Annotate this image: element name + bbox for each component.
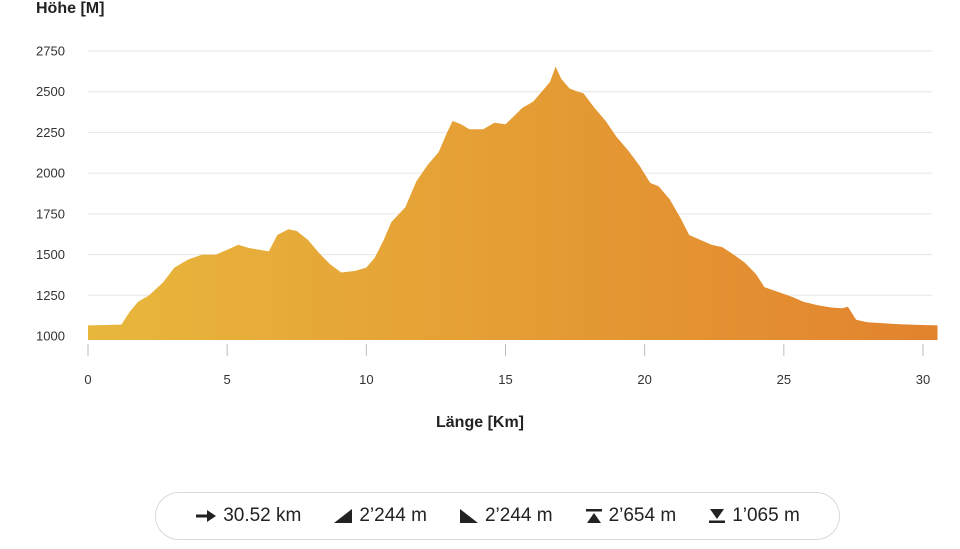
y-tick-label: 1000	[36, 329, 65, 344]
x-axis-ticks: 0 5 10 15 20 25 30	[84, 344, 930, 387]
stat-lowest: 1’065 m	[708, 505, 800, 527]
y-tick-label: 2500	[36, 84, 65, 99]
y-axis-ticks: 1000 1250 1500 1750 2000 2250 2500 2750	[36, 44, 65, 344]
stat-descent: 2’244 m	[459, 505, 553, 527]
route-stats-bar: 30.52 km 2’244 m 2’244 m 2’654 m 1’065 m	[155, 492, 840, 540]
x-tick-label: 15	[498, 372, 512, 387]
y-tick-label: 2000	[36, 166, 65, 181]
y-tick-label: 1750	[36, 206, 65, 221]
elevation-area	[88, 66, 938, 340]
y-tick-label: 2250	[36, 125, 65, 140]
ascent-triangle-icon	[334, 509, 353, 523]
stat-distance: 30.52 km	[195, 505, 301, 527]
y-tick-label: 1500	[36, 247, 65, 262]
stat-ascent-value: 2’244 m	[359, 505, 427, 526]
y-axis-title: Höhe [M]	[36, 0, 105, 17]
x-axis-title: Länge [Km]	[436, 414, 524, 431]
x-tick-label: 10	[359, 372, 373, 387]
descent-triangle-icon	[459, 509, 478, 523]
stat-descent-value: 2’244 m	[484, 505, 553, 526]
stat-highest: 2’654 m	[585, 505, 677, 527]
stat-lowest-value: 1’065 m	[732, 505, 800, 526]
elevation-chart: 1000 1250 1500 1750 2000 2250 2500 2750 0 5 10 15 2…	[36, 44, 938, 387]
y-tick-label: 2750	[36, 44, 65, 59]
stat-distance-value: 30.52 km	[223, 505, 302, 526]
x-tick-label: 30	[916, 372, 930, 387]
arrow-right-icon	[196, 510, 217, 522]
stat-highest-value: 2’654 m	[608, 505, 677, 526]
x-tick-label: 20	[637, 372, 651, 387]
x-tick-label: 0	[84, 372, 91, 387]
y-tick-label: 1250	[36, 288, 65, 303]
stat-ascent: 2’244 m	[333, 505, 427, 527]
highest-point-icon	[585, 509, 602, 523]
lowest-point-icon	[709, 509, 726, 523]
x-tick-label: 5	[224, 372, 231, 387]
x-tick-label: 25	[777, 372, 791, 387]
